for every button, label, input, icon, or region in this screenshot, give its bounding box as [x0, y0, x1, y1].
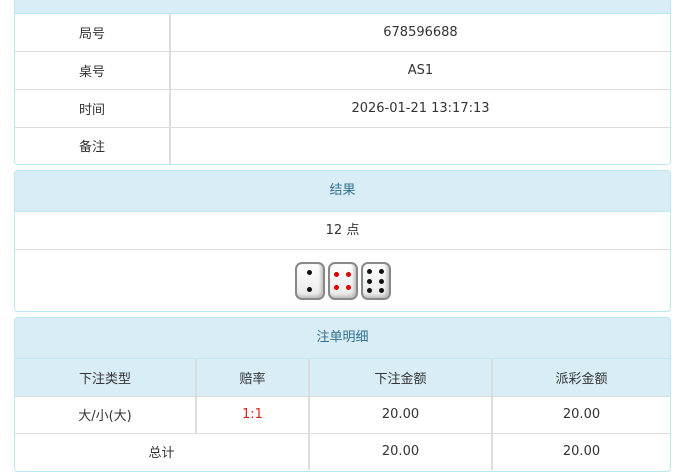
round-number: 678596688: [169, 14, 670, 51]
table-row: 桌号 AS1: [15, 50, 670, 89]
time: 2026-01-21 13:17:13: [169, 88, 670, 127]
payout: 20.00: [491, 395, 670, 433]
die-4-icon: [327, 262, 358, 300]
pip: [367, 268, 373, 274]
pip: [367, 288, 373, 294]
pip: [378, 278, 384, 284]
table-row: 备注: [15, 126, 670, 164]
info-table: 局号 678596688 桌号 AS1 时间 2026-01-21 13:17:13 …: [15, 14, 670, 164]
info-panel: 局号 678596688 桌号 AS1 时间 2026-01-21 13:17:13 …: [14, 0, 671, 165]
total-amount: 20.00: [308, 432, 492, 470]
die-6-icon: [360, 262, 391, 300]
pip: [345, 271, 351, 277]
table-row: 大/小(大) 1:1 20.00 20.00: [15, 395, 670, 433]
result-points: 12 点: [15, 212, 670, 250]
info-panel-header: [15, 0, 670, 14]
table-number: AS1: [169, 50, 670, 89]
table-row: 时间 2026-01-21 13:17:13: [15, 88, 670, 127]
label: 桌号: [15, 50, 170, 89]
pip: [334, 285, 340, 291]
table-header-row: 下注类型 赔率 下注金额 派彩金额: [15, 359, 670, 396]
dice-row: [15, 250, 670, 311]
odds: 1:1: [195, 395, 309, 433]
result-panel: 结果 12 点: [14, 170, 671, 312]
col-bet-type: 下注类型: [15, 359, 196, 396]
pip: [307, 270, 312, 275]
remark: [169, 126, 670, 164]
label: 备注: [15, 126, 170, 164]
col-payout: 派彩金额: [491, 359, 670, 396]
total-label: 总计: [15, 432, 309, 470]
label: 时间: [15, 88, 170, 127]
pip: [367, 278, 373, 284]
pip: [307, 287, 312, 292]
table-row: 局号 678596688: [15, 14, 670, 51]
bets-panel: 注单明细 下注类型 赔率 下注金额 派彩金额 大/小(大) 1:1 20.00 …: [14, 317, 671, 472]
bet-type: 大/小(大): [15, 395, 196, 433]
pip: [334, 271, 340, 277]
die-2-icon: [294, 262, 325, 300]
amount: 20.00: [308, 395, 492, 433]
bets-title: 注单明细: [15, 318, 670, 359]
total-row: 总计 20.00 20.00: [15, 432, 670, 470]
total-payout: 20.00: [491, 432, 670, 470]
bets-table: 下注类型 赔率 下注金额 派彩金额 大/小(大) 1:1 20.00 20.00…: [15, 359, 670, 470]
result-title: 结果: [15, 171, 670, 212]
pip: [378, 288, 384, 294]
col-amount: 下注金额: [308, 359, 492, 396]
label: 局号: [78, 26, 105, 42]
pip: [345, 285, 351, 291]
pip: [378, 268, 384, 274]
col-odds: 赔率: [195, 359, 309, 396]
